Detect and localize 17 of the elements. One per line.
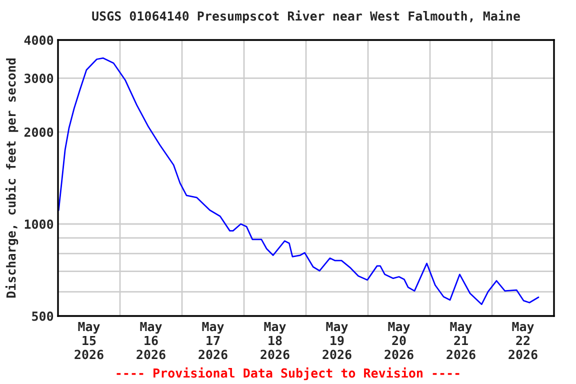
x-tick-label: May 18 2026 bbox=[260, 322, 290, 360]
y-tick-label: 500 bbox=[32, 311, 54, 321]
x-tick-label: May 15 2026 bbox=[74, 322, 104, 360]
y-tick-label: 3000 bbox=[24, 74, 54, 84]
x-tick-label: May 16 2026 bbox=[136, 322, 166, 360]
y-tick-label: 1000 bbox=[24, 219, 54, 229]
line-series bbox=[58, 57, 540, 306]
y-axis-title: Discharge, cubic feet per second bbox=[5, 58, 18, 298]
y-tick-label: 4000 bbox=[24, 35, 54, 45]
text: ---- Provisional Data Subject to Revision ---- bbox=[116, 367, 460, 380]
x-tick-label: May 19 2026 bbox=[322, 322, 352, 360]
x-tick-label: May 17 2026 bbox=[198, 322, 228, 360]
x-tick-label: May 22 2026 bbox=[508, 322, 538, 360]
y-tick-label: 2000 bbox=[24, 127, 54, 137]
chart-title: USGS 01064140 Presumpscot River near West Falmouth, Maine bbox=[92, 10, 520, 24]
x-tick-label: May 21 2026 bbox=[446, 322, 476, 360]
x-tick-label: May 20 2026 bbox=[384, 322, 414, 360]
